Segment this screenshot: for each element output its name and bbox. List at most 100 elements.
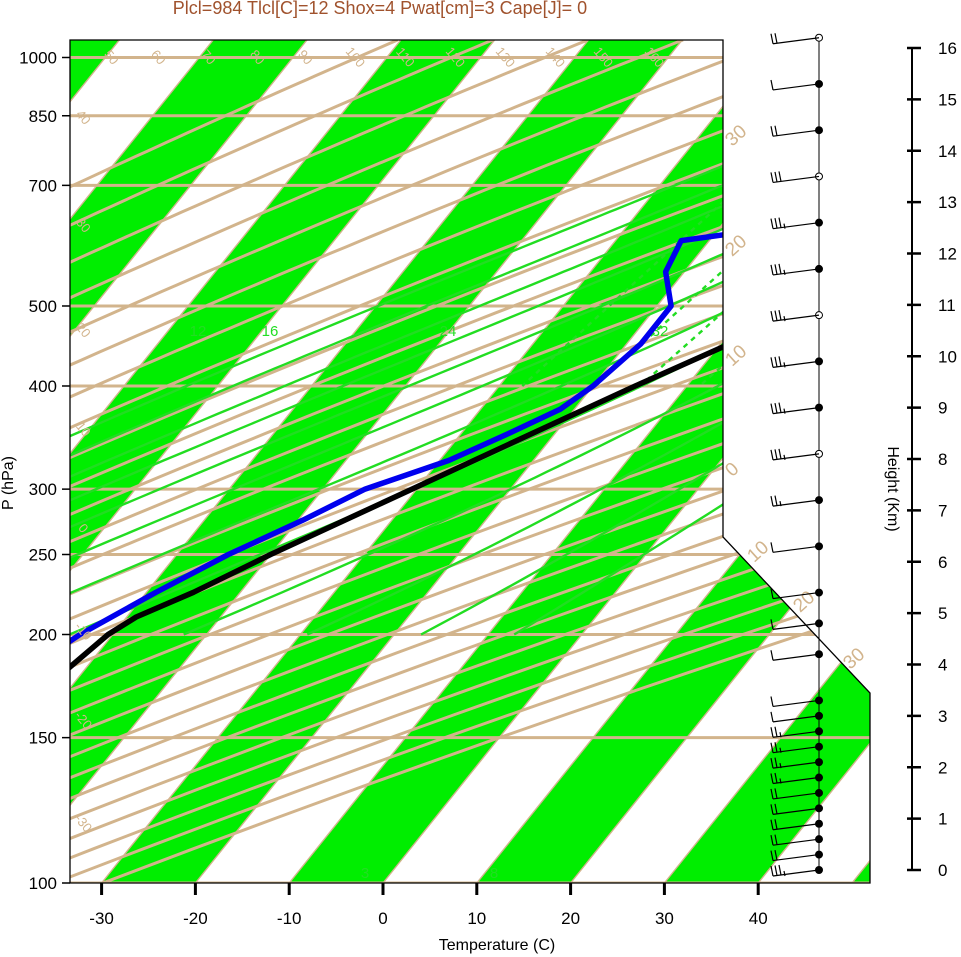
wind-barb-half-feather bbox=[779, 732, 782, 738]
wind-barb-feather bbox=[774, 757, 778, 768]
wind-barb-feather bbox=[770, 757, 774, 769]
chart-title: Plcl=984 Tlcl[C]=12 Shox=4 Pwat[cm]=3 Ca… bbox=[173, 0, 587, 18]
wind-barb bbox=[770, 448, 823, 461]
pressure-tick-label: 400 bbox=[29, 377, 57, 396]
wind-barb bbox=[770, 849, 823, 862]
wind-barb-feather bbox=[770, 403, 774, 414]
wind-barb-feather bbox=[770, 172, 774, 183]
wind-barb-feather bbox=[774, 495, 778, 506]
height-tick-label: 11 bbox=[938, 296, 956, 315]
isotherm-band bbox=[101, 40, 870, 883]
wind-barb-feather bbox=[774, 449, 778, 460]
wind-barb-staff bbox=[772, 83, 820, 91]
moist-adiabat bbox=[70, 40, 870, 636]
dry-adiabat bbox=[70, 40, 870, 883]
wind-barb-feather bbox=[778, 448, 782, 459]
temperature-tick-label: 20 bbox=[561, 909, 580, 928]
wind-barb-feather bbox=[778, 171, 782, 182]
wind-barb bbox=[770, 171, 823, 184]
moist-adiabat-label: 24 bbox=[440, 323, 457, 340]
wind-barb-staff bbox=[772, 129, 820, 137]
wind-barb bbox=[770, 742, 823, 754]
dewpoint-profile bbox=[70, 54, 870, 883]
adiabat-label: 130 bbox=[493, 44, 518, 70]
wind-barb bbox=[770, 79, 823, 91]
wind-barb-half-feather bbox=[783, 316, 786, 322]
wind-barb bbox=[770, 834, 823, 846]
isotherm-line bbox=[570, 40, 870, 883]
wind-barb-feather bbox=[774, 218, 778, 229]
mixing-ratio-line bbox=[698, 40, 870, 387]
wind-barb-half-feather bbox=[783, 269, 786, 276]
wind-barb-feather bbox=[770, 742, 774, 753]
wind-barb bbox=[770, 310, 823, 322]
wind-barb-feather bbox=[770, 711, 774, 722]
wind-barb-staff bbox=[772, 838, 820, 846]
wind-barb bbox=[770, 711, 823, 723]
height-tick-label: 9 bbox=[938, 399, 947, 418]
dry-adiabat bbox=[70, 40, 399, 883]
wind-barb-feather bbox=[770, 33, 774, 44]
mixing-ratio-label: 8 bbox=[490, 865, 498, 882]
dry-adiabat bbox=[70, 40, 870, 883]
wind-barb bbox=[770, 542, 823, 553]
wind-barb bbox=[770, 263, 823, 276]
pressure-axis: 100 150 200 250 300 400 500 700 850 1000 bbox=[19, 48, 70, 893]
dry-adiabat bbox=[70, 40, 870, 883]
pressure-tick-label: 200 bbox=[29, 625, 57, 644]
dry-adiabat bbox=[70, 40, 684, 883]
wind-barb-feather bbox=[774, 742, 778, 753]
wind-barb-feather bbox=[774, 310, 778, 321]
wind-barb-feather bbox=[774, 865, 778, 876]
wind-barb-feather bbox=[778, 356, 782, 367]
mixing-ratio-label: 3 bbox=[361, 865, 369, 882]
wind-barb-feather bbox=[770, 542, 774, 553]
wind-barb-half-feather bbox=[783, 870, 786, 877]
dry-adiabat bbox=[70, 40, 870, 883]
wind-barb-staff bbox=[772, 807, 820, 815]
wind-barb-feather bbox=[778, 263, 782, 275]
height-tick-label: 15 bbox=[938, 90, 957, 109]
wind-barb-feather bbox=[778, 864, 782, 876]
wind-barb-feather bbox=[770, 264, 774, 276]
isotherm-label: 10 bbox=[721, 341, 751, 371]
wind-barb-feather bbox=[770, 449, 774, 460]
isotherm-label: 0 bbox=[721, 459, 743, 482]
wind-barb-feather bbox=[770, 696, 774, 707]
adiabat-label: 140 bbox=[543, 44, 568, 70]
wind-barb-feather bbox=[770, 79, 774, 91]
isotherm-line bbox=[382, 40, 870, 883]
height-tick-label: 16 bbox=[938, 39, 957, 58]
wind-barb-feather bbox=[778, 217, 782, 228]
wind-barb-feather bbox=[778, 402, 782, 413]
pressure-tick-label: 300 bbox=[29, 480, 57, 499]
temperature-axis: -30 -20 -10 0 10 20 30 40 bbox=[89, 883, 768, 928]
adiabat-label: 60 bbox=[148, 47, 169, 68]
height-tick-label: 3 bbox=[938, 707, 947, 726]
wind-barb-feather bbox=[770, 819, 774, 830]
moist-adiabat bbox=[70, 40, 870, 636]
wind-barb-half-feather bbox=[783, 454, 786, 460]
wind-barb bbox=[770, 402, 823, 415]
mixing-ratio-line bbox=[756, 40, 870, 387]
moist-adiabat bbox=[306, 40, 870, 636]
wind-barb bbox=[770, 788, 823, 800]
wind-barb-staff bbox=[772, 792, 820, 800]
wind-barb bbox=[770, 864, 823, 877]
temperature-tick-label: 10 bbox=[467, 909, 486, 928]
pressure-tick-label: 850 bbox=[29, 107, 57, 126]
isotherm-bands bbox=[70, 40, 870, 883]
dry-adiabat bbox=[70, 40, 870, 883]
dry-adiabat bbox=[70, 40, 870, 883]
wind-barb-feather bbox=[774, 33, 778, 44]
height-tick-label: 12 bbox=[938, 245, 957, 264]
isotherm-band bbox=[70, 40, 495, 883]
wind-barb bbox=[770, 125, 823, 137]
height-tick-label: 4 bbox=[938, 656, 947, 675]
wind-barb-feather bbox=[770, 495, 774, 507]
dry-adiabat bbox=[70, 40, 870, 883]
moist-adiabat bbox=[183, 40, 870, 636]
wind-barb-feather bbox=[774, 772, 778, 784]
dry-adiabat bbox=[70, 40, 870, 883]
